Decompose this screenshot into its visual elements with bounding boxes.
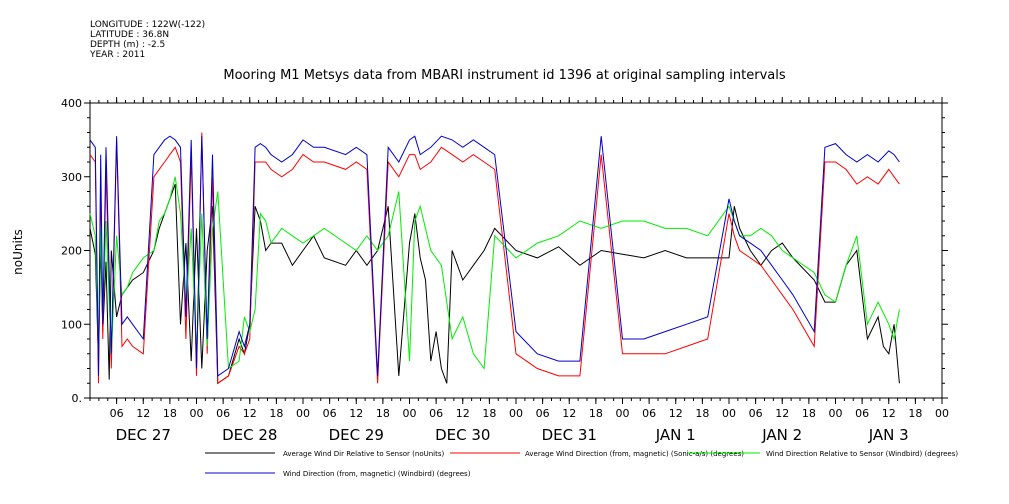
x-tick-label: 00 <box>296 407 310 420</box>
x-day-label: JAN 3 <box>868 426 909 444</box>
x-tick-label: 00 <box>722 407 736 420</box>
x-tick-label: 06 <box>855 407 869 420</box>
series-line-3 <box>89 176 900 370</box>
legend-label-3: Wind Direction Relative to Sensor (Windb… <box>766 450 958 458</box>
x-tick-label: 06 <box>749 407 763 420</box>
x-tick-label: 00 <box>403 407 417 420</box>
x-tick-label: 18 <box>269 407 283 420</box>
series-layer <box>89 132 900 385</box>
x-tick-label: 18 <box>482 407 496 420</box>
series-line-2 <box>89 132 900 385</box>
year-label: YEAR : 2011 <box>90 50 146 60</box>
x-tick-label: 00 <box>616 407 630 420</box>
x-day-label: DEC 30 <box>435 426 490 444</box>
x-tick-label: 06 <box>536 407 550 420</box>
x-tick-label: 18 <box>589 407 603 420</box>
y-tick-label: 400 <box>61 97 82 110</box>
y-tick-label: 300 <box>61 171 82 184</box>
latitude-label: LATITUDE : 36.8N <box>90 30 170 40</box>
x-tick-label: 00 <box>509 407 523 420</box>
x-tick-label: 18 <box>802 407 816 420</box>
x-tick-label: 00 <box>829 407 843 420</box>
x-tick-label: 06 <box>110 407 124 420</box>
x-day-label: DEC 29 <box>329 426 384 444</box>
x-day-label: JAN 1 <box>655 426 696 444</box>
legend-label-4: Wind Direction (from, magnetic) (Windbir… <box>283 470 471 478</box>
x-tick-label: 18 <box>163 407 177 420</box>
legend-label-1: Average Wind Dir Relative to Sensor (noU… <box>283 450 444 458</box>
y-tick-label: 100 <box>61 318 82 331</box>
x-tick-label: 00 <box>935 407 949 420</box>
x-tick-label: 18 <box>376 407 390 420</box>
y-tick-label: 0. <box>72 392 83 405</box>
x-tick-label: 12 <box>136 407 150 420</box>
longitude-label: LONGITUDE : 122W(-122) <box>90 20 206 30</box>
x-tick-label: 12 <box>349 407 363 420</box>
x-day-label: DEC 27 <box>116 426 171 444</box>
x-tick-label: 18 <box>908 407 922 420</box>
x-tick-label: 06 <box>642 407 656 420</box>
metadata-block: LONGITUDE : 122W(-122) LATITUDE : 36.8N … <box>90 20 205 60</box>
x-day-label: JAN 2 <box>761 426 802 444</box>
depth-label: DEPTH (m) : -2.5 <box>90 40 166 50</box>
y-tick-label: 200 <box>61 245 82 258</box>
x-tick-label: 06 <box>429 407 443 420</box>
axes: 0. 100 200 300 400 06 12 18 00 06 12 18 00 06 12 18 00 06… <box>61 97 949 444</box>
x-tick-label: 12 <box>775 407 789 420</box>
x-tick-label: 12 <box>882 407 896 420</box>
legend: Average Wind Dir Relative to Sensor (noU… <box>205 450 958 478</box>
series-line-1 <box>89 183 900 385</box>
x-tick-label: 06 <box>323 407 337 420</box>
x-day-label: DEC 28 <box>222 426 277 444</box>
chart-title: Mooring M1 Metsys data from MBARI instru… <box>223 68 786 83</box>
legend-label-2: Average Wind Direction (from, magnetic) … <box>525 450 744 458</box>
x-tick-label: 00 <box>190 407 204 420</box>
x-tick-label: 06 <box>216 407 230 420</box>
x-tick-label: 12 <box>562 407 576 420</box>
x-tick-label: 12 <box>456 407 470 420</box>
x-day-label: DEC 31 <box>542 426 597 444</box>
series-line-4 <box>89 135 900 377</box>
x-tick-label: 18 <box>695 407 709 420</box>
x-tick-label: 12 <box>243 407 257 420</box>
x-tick-label: 12 <box>669 407 683 420</box>
